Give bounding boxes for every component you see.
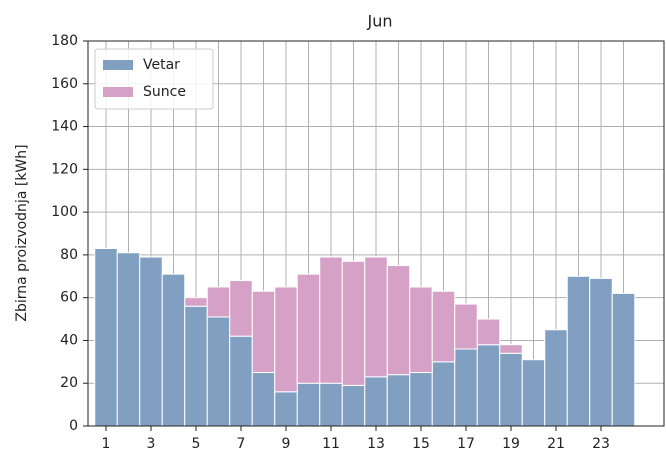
bar [274,286,298,393]
y-tick-label: 60 [60,290,78,306]
bar [611,292,636,427]
bar [206,286,231,318]
bar [499,344,523,354]
x-tick-label: 17 [457,436,475,450]
bar [341,260,366,386]
y-tick-label: 40 [60,332,78,348]
y-tick-label: 20 [60,375,78,391]
bar [139,256,163,427]
y-axis-label: Zbirna proizvodnja [kWh] [14,144,30,321]
plot-frame [87,40,665,427]
bar [431,361,456,427]
y-tick-label: 120 [51,161,78,177]
bar [229,280,253,337]
bar [454,348,478,427]
bar [431,290,456,363]
bar [251,290,276,374]
bar [296,273,321,384]
x-tick-label: 15 [412,436,430,450]
bar [184,297,208,307]
bar [499,352,523,427]
bar [409,372,433,427]
bar [206,316,231,427]
bar [566,275,591,427]
legend-swatch [103,60,133,70]
bar [319,382,343,427]
x-tick-label: 5 [192,436,201,450]
y-tick-label: 0 [69,418,78,434]
bar [184,305,208,427]
x-tick-label: 9 [282,436,291,450]
bar [409,286,433,374]
y-tick-label: 80 [60,247,78,263]
bar [94,247,118,427]
bar [386,265,411,376]
y-tick-label: 180 [51,33,78,49]
x-tick-label: 13 [367,436,385,450]
x-tick-label: 21 [547,436,565,450]
bar [341,384,366,427]
bar [521,359,546,427]
bar [544,329,568,427]
legend: Vetar Sunce [94,48,214,110]
x-tick-label: 23 [592,436,610,450]
bar [161,273,186,427]
bar [229,335,253,427]
legend-label: Sunce [143,84,186,100]
bar [319,256,343,384]
x-tick-label: 3 [147,436,156,450]
y-tick-label: 100 [51,204,78,220]
bar [251,372,276,427]
chart-title: Jun [367,12,393,31]
x-tick-label: 19 [502,436,520,450]
bar [454,303,478,350]
x-tick-label: 11 [322,436,340,450]
y-tick-label: 140 [51,119,78,135]
x-tick-label: 1 [102,436,111,450]
bar [364,256,388,378]
x-tick-label: 7 [237,436,246,450]
bar [296,382,321,427]
bar [386,374,411,427]
bar [274,391,298,427]
y-tick-label: 160 [51,76,78,92]
bar [116,252,141,427]
bar [364,376,388,427]
legend-label: Vetar [143,57,180,73]
bar [589,277,613,427]
bar [476,344,501,427]
legend-swatch [103,87,133,97]
bar [476,318,501,346]
